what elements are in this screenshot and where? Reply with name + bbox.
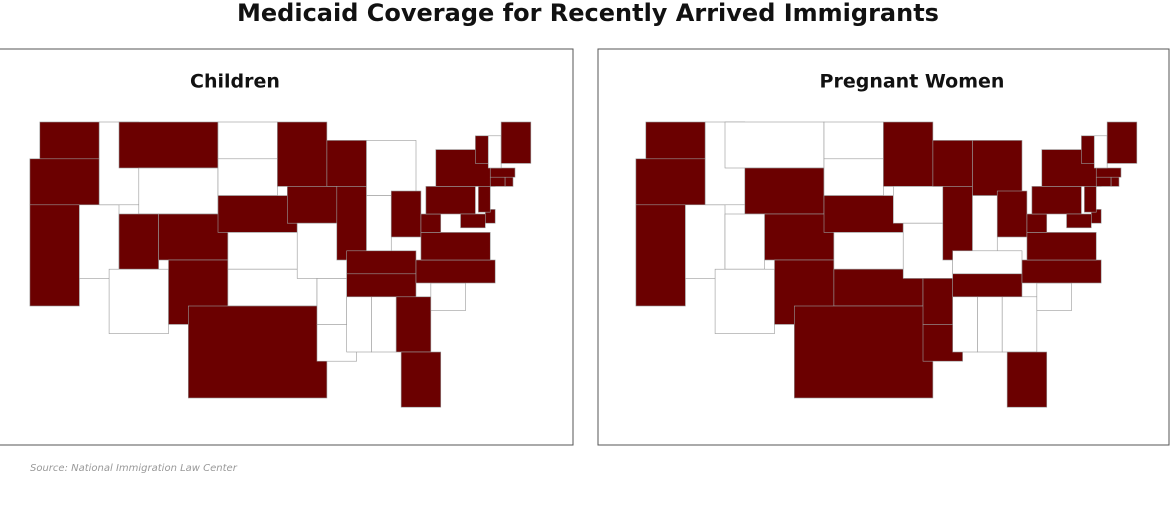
state [79,204,120,279]
state [1081,135,1095,164]
state [724,121,825,169]
state [1021,259,1102,284]
state [366,140,417,196]
state [793,305,934,399]
state [1066,213,1092,229]
state [1001,296,1038,353]
state [326,140,367,187]
state [833,232,914,270]
state [922,278,954,325]
state [430,282,466,311]
state [1093,135,1108,169]
state [420,213,442,233]
state [724,213,765,270]
state [366,195,392,252]
state [336,186,367,261]
state [475,135,489,164]
panel-title: Children [190,71,280,93]
state [371,296,397,353]
page-title: Medicaid Coverage for Recently Arrived I… [237,0,939,27]
state [952,250,1023,275]
state [395,296,432,353]
state [400,351,442,408]
state [685,204,726,279]
state [823,158,884,196]
state [1026,232,1097,261]
state [460,213,486,229]
state [415,259,496,284]
state [158,213,229,261]
state [217,158,278,196]
state [764,213,835,261]
state [714,268,775,334]
state [346,273,417,298]
state [972,195,998,252]
state [645,121,706,160]
state [29,204,80,307]
state [227,232,308,270]
state [1026,213,1048,233]
state [932,140,973,187]
state [952,273,1023,298]
state [489,167,516,178]
source-note: Source: National Immigration Law Center [30,463,238,474]
state [892,186,944,224]
state [1095,167,1122,178]
state [39,121,100,160]
state [390,190,422,238]
state [823,195,904,233]
state [1036,282,1072,311]
state [118,121,219,169]
state [504,176,514,187]
state [188,305,328,399]
state [286,186,338,224]
state [108,268,169,334]
state [996,190,1028,238]
panel-title: Pregnant Women [820,71,1005,93]
state [952,296,978,353]
state [635,158,706,206]
state [487,135,502,169]
state [277,121,328,187]
state [942,186,973,261]
state [1031,186,1082,215]
state [478,186,491,213]
state [1110,176,1120,187]
state [138,167,219,215]
state [977,296,1003,353]
state [1084,186,1097,213]
state [420,232,491,261]
state [316,278,348,325]
state [425,186,476,215]
state [883,121,934,187]
state [217,195,298,233]
state [217,121,278,160]
state [744,167,825,215]
state [823,121,884,160]
state [489,176,506,187]
state [972,140,1023,196]
state [346,250,417,275]
state [29,158,100,206]
state [1006,351,1048,408]
state [118,213,159,270]
state [346,296,372,353]
state [500,121,532,164]
state [1095,176,1112,187]
state [635,204,686,307]
state [1106,121,1138,164]
